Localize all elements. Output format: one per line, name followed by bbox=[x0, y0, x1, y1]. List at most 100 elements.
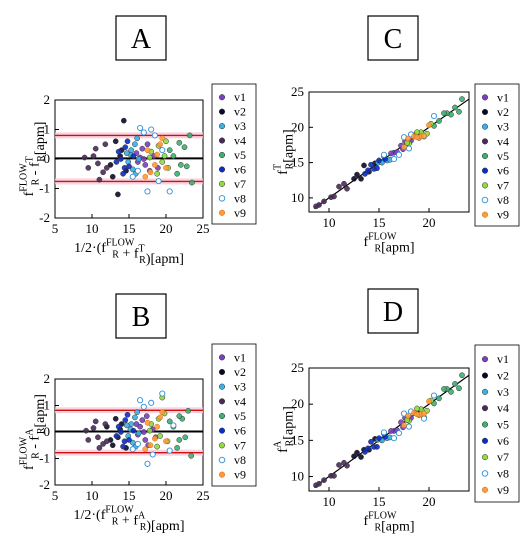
data-point-v4 bbox=[85, 437, 92, 443]
data-point-v1 bbox=[388, 150, 394, 157]
legend-marker-v9 bbox=[218, 471, 226, 478]
data-point-v6 bbox=[365, 445, 371, 452]
legend-label: v7 bbox=[234, 438, 246, 452]
legend-label: v1 bbox=[497, 90, 509, 104]
data-point-v4 bbox=[313, 203, 319, 210]
x-tick-label: 20 bbox=[160, 221, 173, 236]
data-point-v8 bbox=[134, 167, 141, 174]
data-point-v8 bbox=[430, 112, 438, 120]
data-point-v6 bbox=[376, 435, 382, 442]
data-point-v4 bbox=[83, 427, 89, 434]
legend-marker-v7 bbox=[218, 180, 226, 187]
data-point-v5 bbox=[183, 163, 190, 170]
data-point-v4 bbox=[103, 438, 110, 445]
data-point-v9 bbox=[159, 135, 166, 142]
data-point-v2 bbox=[109, 442, 116, 449]
legend-label: v8 bbox=[497, 467, 509, 481]
data-point-v8 bbox=[159, 147, 166, 154]
legend-marker-v6 bbox=[481, 167, 489, 174]
data-point-v6 bbox=[368, 438, 374, 445]
data-point-v9 bbox=[152, 435, 158, 442]
data-point-v9 bbox=[163, 165, 169, 171]
panel-d: D 10 15 20 10 15 20 25 fFLOW R[apm] fAR[apm] v1 v2 v3… bbox=[273, 288, 520, 535]
data-point-v6 bbox=[124, 138, 131, 145]
legend-marker-v8 bbox=[218, 195, 226, 202]
y-tick-label: 25 bbox=[291, 360, 304, 375]
data-point-v5 bbox=[185, 407, 192, 414]
data-point-v8 bbox=[134, 440, 141, 447]
data-point-v8 bbox=[137, 124, 144, 132]
data-point-v7 bbox=[161, 153, 168, 159]
legend-marker-v5 bbox=[481, 421, 489, 428]
x-axis-label: fFLOW R[apm] bbox=[363, 232, 414, 256]
legend-label: v2 bbox=[234, 105, 246, 119]
data-point-v8 bbox=[148, 399, 155, 406]
data-point-v2 bbox=[120, 117, 127, 124]
data-point-v6 bbox=[122, 417, 129, 423]
data-point-v6 bbox=[115, 423, 122, 430]
legend-marker-v5 bbox=[481, 152, 489, 160]
data-point-v6 bbox=[368, 161, 374, 168]
data-point-v5 bbox=[174, 445, 180, 451]
data-point-v9 bbox=[154, 151, 160, 158]
data-point-v6 bbox=[118, 156, 124, 162]
x-tick-label: 25 bbox=[197, 488, 210, 503]
legend-label: v6 bbox=[234, 162, 246, 176]
data-point-v8 bbox=[140, 129, 147, 136]
data-point-v7 bbox=[154, 443, 160, 450]
data-point-v9 bbox=[142, 446, 149, 453]
data-point-v2 bbox=[351, 175, 357, 182]
data-point-v7 bbox=[414, 405, 420, 412]
data-point-v7 bbox=[163, 138, 169, 145]
panel-label: C bbox=[384, 24, 403, 55]
legend-marker-v6 bbox=[218, 427, 226, 434]
data-point-v5 bbox=[452, 381, 458, 387]
legend-label: v5 bbox=[497, 149, 509, 163]
legend-marker-v4 bbox=[218, 398, 226, 405]
data-point-v2 bbox=[354, 171, 360, 178]
data-point-v5 bbox=[182, 434, 189, 441]
legend-marker-v2 bbox=[218, 108, 226, 115]
data-point-v5 bbox=[181, 144, 188, 151]
data-point-v5 bbox=[452, 104, 458, 111]
legend-label: v6 bbox=[497, 434, 509, 448]
legend-label: v3 bbox=[497, 120, 509, 134]
legend-marker-v7 bbox=[481, 182, 489, 189]
legend-label: v9 bbox=[234, 206, 246, 220]
legend-marker-v7 bbox=[481, 454, 489, 461]
data-point-v9 bbox=[414, 134, 420, 141]
panel-b: B 5 10 15 20 25 -2 -1 0 1 2 1/2·(fFLOW R + fA R)[apm]… bbox=[19, 293, 257, 534]
data-point-v2 bbox=[112, 138, 119, 145]
legend-label: v6 bbox=[497, 164, 509, 178]
data-point-v8 bbox=[405, 145, 413, 152]
legend-label: v5 bbox=[234, 409, 246, 423]
data-point-v2 bbox=[361, 162, 367, 169]
data-point-v2 bbox=[358, 454, 364, 460]
x-tick-label: 15 bbox=[373, 215, 386, 230]
data-point-v8 bbox=[151, 132, 158, 139]
data-point-v4 bbox=[90, 425, 97, 431]
data-point-v8 bbox=[129, 446, 136, 453]
x-tick-label: 5 bbox=[52, 221, 59, 236]
data-point-v8 bbox=[405, 423, 413, 430]
y-tick-label: 15 bbox=[291, 155, 304, 170]
data-point-v9 bbox=[401, 422, 407, 429]
data-point-v2 bbox=[351, 453, 357, 460]
data-point-v2 bbox=[358, 175, 364, 182]
data-point-v4 bbox=[344, 185, 350, 192]
data-point-v8 bbox=[144, 188, 151, 195]
data-point-v5 bbox=[436, 395, 442, 402]
data-point-v8 bbox=[144, 460, 151, 467]
data-point-v4 bbox=[96, 176, 103, 183]
data-point-v6 bbox=[362, 171, 368, 177]
x-tick-label: 15 bbox=[373, 494, 386, 509]
data-point-v8 bbox=[380, 151, 388, 158]
data-point-v5 bbox=[456, 108, 462, 115]
data-point-v6 bbox=[376, 157, 382, 164]
data-point-v2 bbox=[107, 162, 114, 168]
y-tick-label: 15 bbox=[291, 432, 304, 447]
data-point-v5 bbox=[176, 413, 183, 419]
data-point-v2 bbox=[354, 449, 360, 456]
data-point-v1 bbox=[142, 437, 149, 443]
data-point-v4 bbox=[321, 477, 327, 483]
